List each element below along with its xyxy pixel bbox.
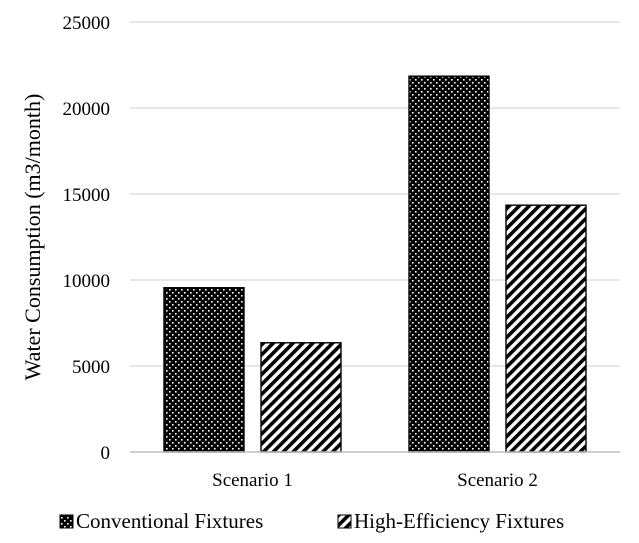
legend-swatch-high-efficiency xyxy=(337,514,352,529)
legend-label-conventional: Conventional Fixtures xyxy=(76,509,263,533)
y-tick-label: 0 xyxy=(101,443,111,464)
bars xyxy=(163,75,587,453)
y-tick-label: 5000 xyxy=(72,357,110,378)
bar-high-efficiency-1 xyxy=(260,342,342,453)
bar-high-efficiency-2 xyxy=(505,204,587,453)
y-tick-label: 25000 xyxy=(63,13,111,34)
legend: Conventional Fixtures High-Efficiency Fix… xyxy=(59,509,564,533)
legend-label-high-efficiency: High-Efficiency Fixtures xyxy=(354,509,564,533)
x-tick-label: Scenario 2 xyxy=(457,470,538,491)
bar-conventional-2 xyxy=(408,75,490,453)
y-tick-label: 15000 xyxy=(63,185,111,206)
y-tick-label: 20000 xyxy=(63,99,111,120)
bar-conventional-1 xyxy=(163,287,245,453)
legend-swatch-conventional xyxy=(59,514,74,529)
x-axis: Scenario 1 Scenario 2 xyxy=(130,451,620,491)
x-tick-label: Scenario 1 xyxy=(212,470,293,491)
y-axis-title: Water Consumption (m3/month) xyxy=(20,94,45,381)
y-axis-tick-labels: 0 5000 10000 15000 20000 25000 xyxy=(63,13,111,464)
y-tick-label: 10000 xyxy=(63,271,111,292)
